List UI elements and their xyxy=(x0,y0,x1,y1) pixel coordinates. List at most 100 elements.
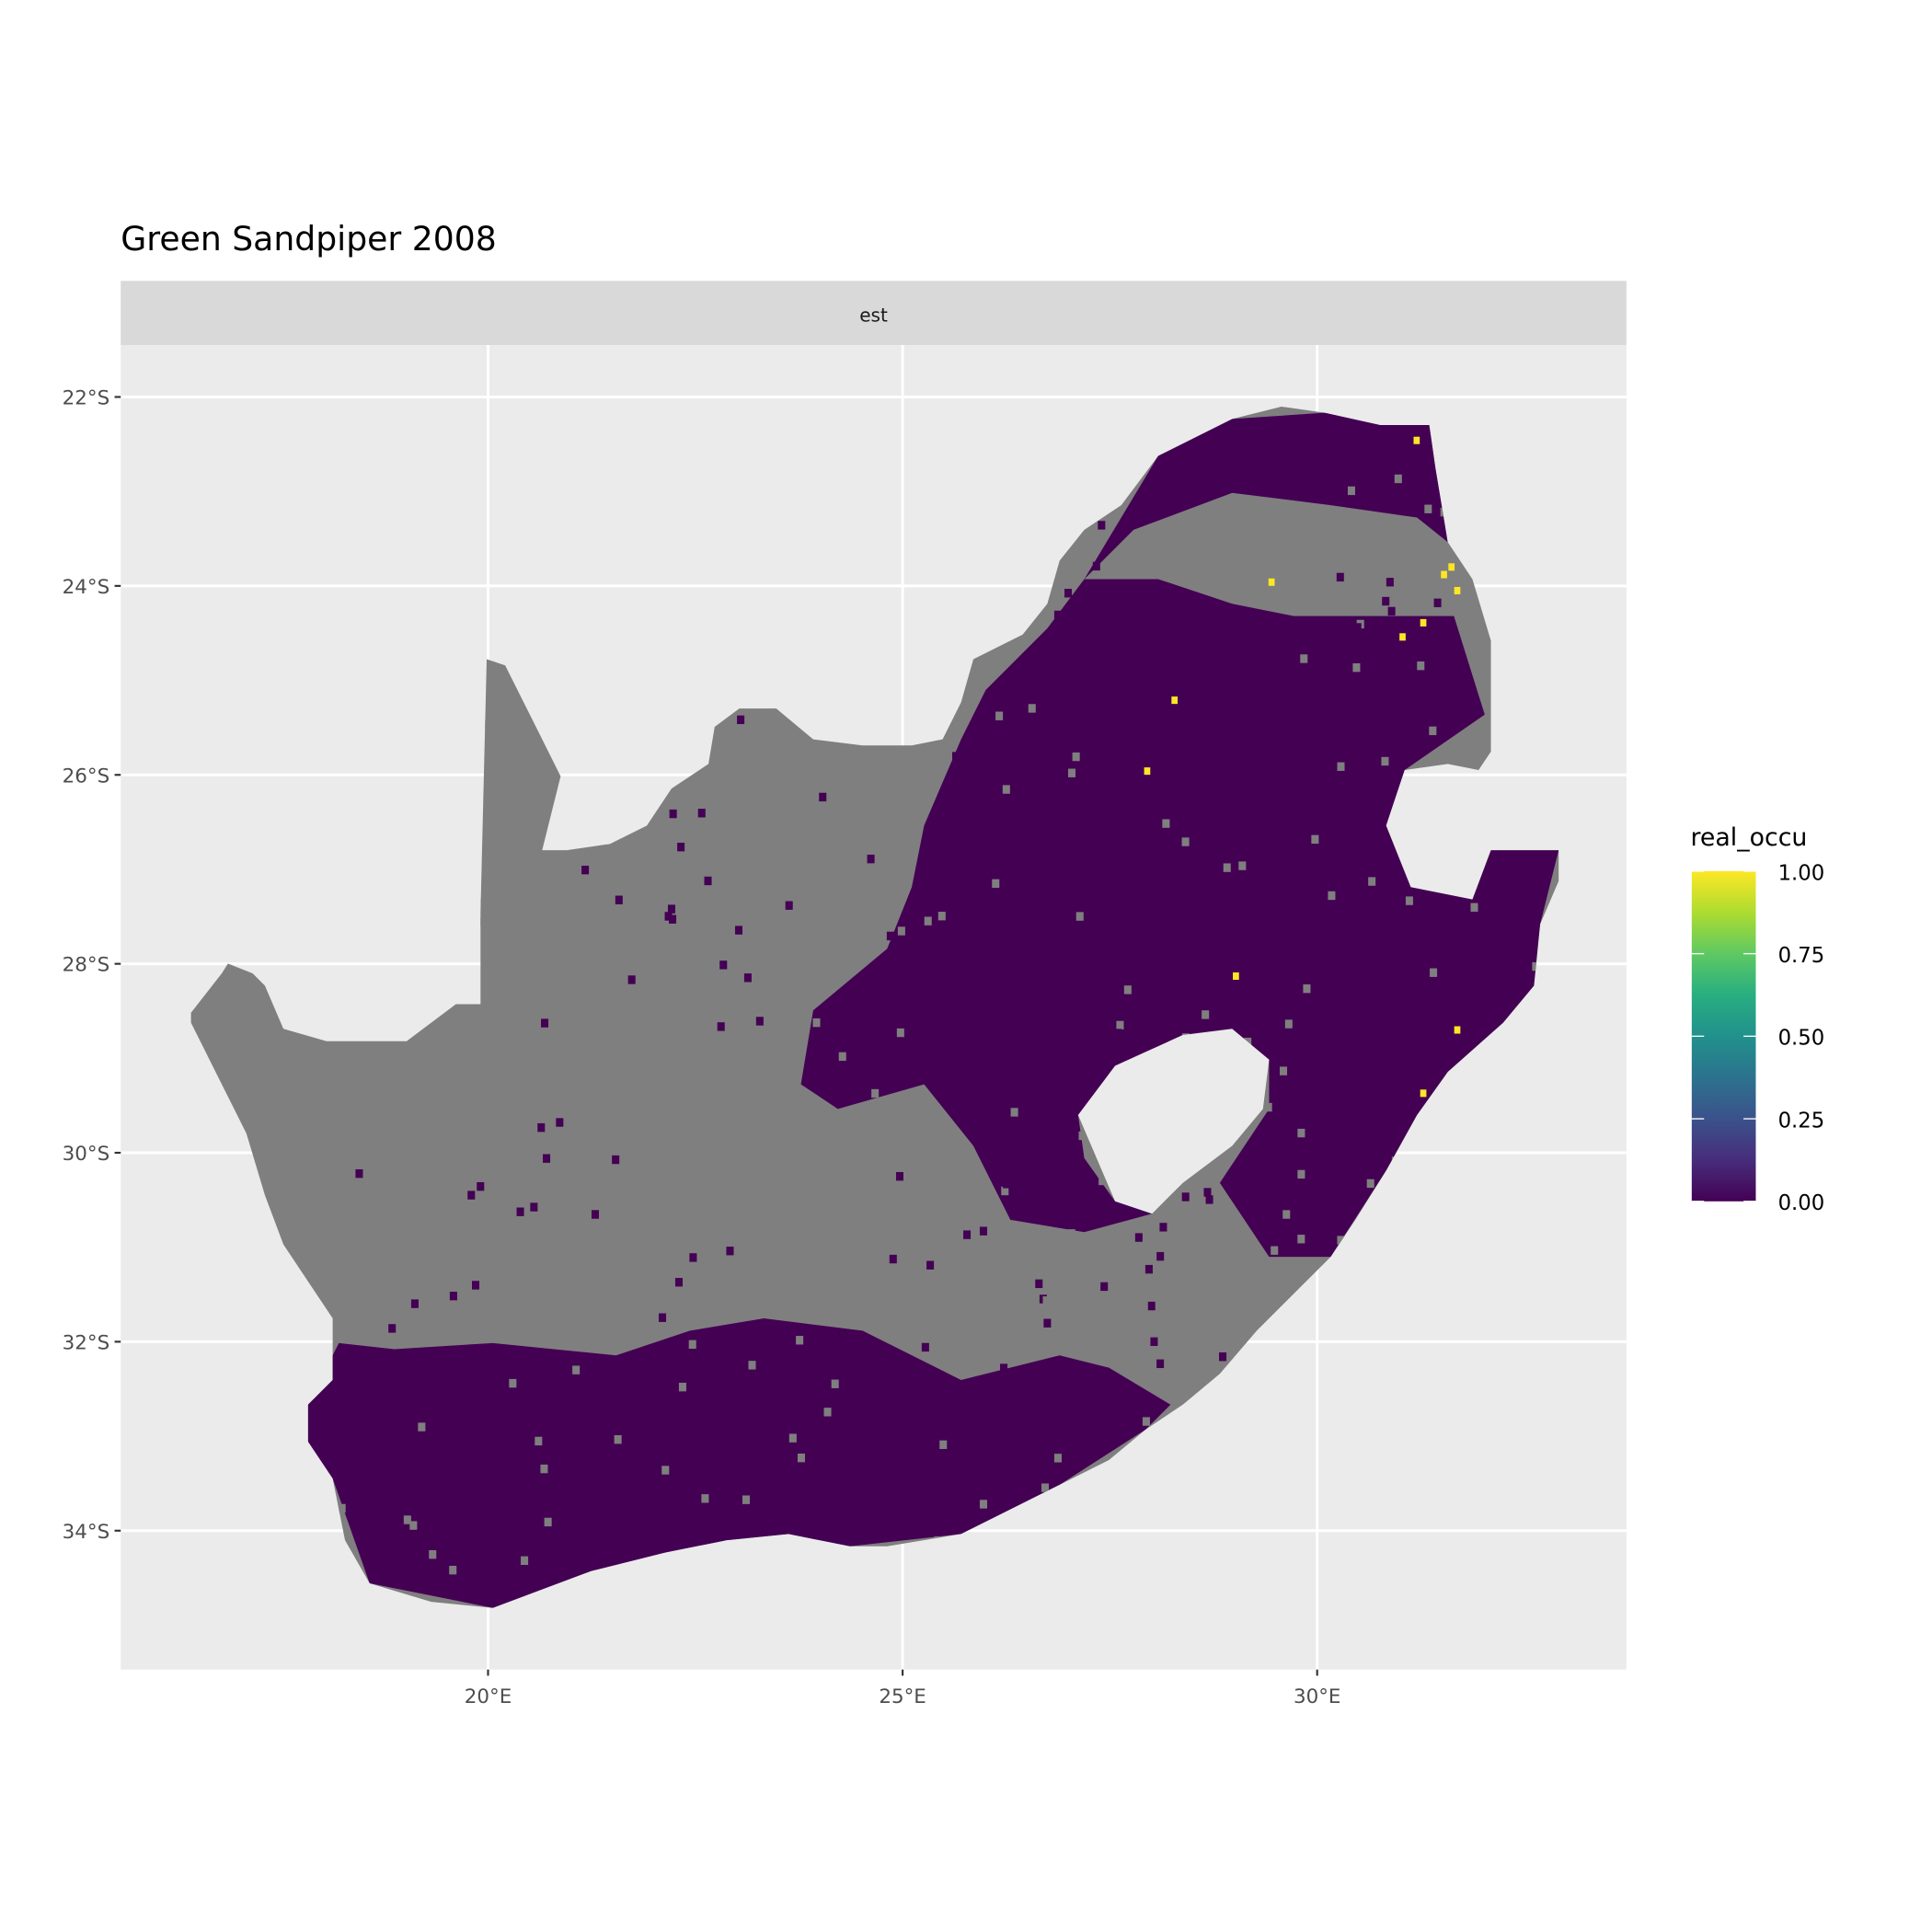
occupied-cell xyxy=(1420,618,1427,627)
grid-cell xyxy=(819,792,827,802)
grid-cell xyxy=(1219,1352,1227,1362)
grid-cell xyxy=(952,752,960,761)
grid-cell xyxy=(1264,1102,1272,1112)
occupied-cells xyxy=(1144,436,1461,1098)
grid-cell xyxy=(959,975,967,985)
grid-cell xyxy=(1291,585,1299,595)
grid-cell xyxy=(477,1127,486,1137)
grid-cell xyxy=(961,1516,970,1525)
grid-cell xyxy=(1092,561,1100,571)
grid-cell xyxy=(1353,623,1362,632)
grid-cell xyxy=(697,944,706,953)
grid-cell xyxy=(1223,863,1231,872)
grid-cell xyxy=(790,1007,799,1017)
grid-cell xyxy=(1162,819,1170,828)
grid-cell xyxy=(1311,834,1319,845)
grid-cell xyxy=(1107,1380,1115,1390)
grid-cell xyxy=(1402,628,1410,638)
grid-cell xyxy=(979,1500,988,1509)
grid-cell xyxy=(924,916,932,926)
grid-cell xyxy=(1307,553,1316,563)
legend-label: 0.25 xyxy=(1778,1109,1825,1133)
grid-cell xyxy=(669,809,677,819)
grid-cell xyxy=(963,1230,972,1239)
grid-cell xyxy=(663,1213,672,1222)
grid-cell xyxy=(717,1022,725,1031)
grid-cell xyxy=(512,1493,521,1502)
grid-cell xyxy=(797,1105,805,1115)
grid-cell xyxy=(1003,1179,1011,1189)
occupied-cell xyxy=(1454,586,1461,595)
grid-cell xyxy=(1337,762,1345,771)
grid-cell xyxy=(1280,1066,1288,1075)
grid-cell xyxy=(777,785,786,794)
y-tick-label: 28°S xyxy=(63,954,110,977)
grid-cell xyxy=(431,1318,439,1328)
grid-cell xyxy=(1035,1279,1043,1289)
grid-cell xyxy=(1304,723,1312,733)
grid-cell xyxy=(1429,726,1437,736)
grid-cell xyxy=(1382,596,1390,606)
grid-cell xyxy=(526,972,535,982)
grid-cell xyxy=(1363,1017,1371,1027)
grid-cell xyxy=(490,863,499,873)
grid-cell xyxy=(847,1443,857,1453)
grid-cell xyxy=(911,973,919,983)
legend-title: real_occu xyxy=(1691,823,1808,852)
grid-cell xyxy=(1062,1421,1071,1432)
grid-cell xyxy=(1250,1257,1259,1266)
y-tick-label: 34°S xyxy=(63,1521,110,1544)
grid-cell xyxy=(769,1224,777,1233)
grid-cell xyxy=(1075,912,1084,921)
grid-cell xyxy=(719,960,728,970)
grid-cell xyxy=(509,1378,517,1388)
grid-cell xyxy=(897,926,905,936)
grid-cell xyxy=(955,1178,963,1187)
grid-cell xyxy=(541,1018,549,1028)
grid-cell xyxy=(1078,1131,1087,1141)
grid-cell xyxy=(1181,1192,1190,1202)
legend-label: 0.50 xyxy=(1778,1027,1825,1051)
grid-cell xyxy=(482,1288,490,1297)
grid-cell xyxy=(1240,1225,1248,1236)
grid-cell xyxy=(1147,1301,1156,1311)
grid-cell xyxy=(1181,837,1190,846)
grid-cell xyxy=(1337,1236,1345,1245)
grid-cell xyxy=(1156,1251,1165,1261)
grid-cell xyxy=(1179,933,1188,942)
grid-cell xyxy=(521,1556,529,1566)
grid-cell xyxy=(446,1413,454,1423)
grid-cell xyxy=(499,685,507,695)
grid-cell xyxy=(748,1361,756,1370)
grid-cell xyxy=(688,1340,696,1350)
grid-cell xyxy=(1366,1179,1374,1189)
grid-cell xyxy=(645,1235,653,1244)
zero-occupancy-region xyxy=(1084,412,1448,580)
grid-cell xyxy=(1134,1233,1143,1242)
x-tick-label: 30°E xyxy=(1294,1685,1340,1708)
grid-cell xyxy=(931,1391,939,1401)
grid-cell xyxy=(1273,1263,1282,1273)
grid-cell xyxy=(632,1234,640,1243)
grid-cell xyxy=(845,1031,854,1041)
grid-cell xyxy=(1297,1128,1305,1138)
grid-cell xyxy=(581,865,590,875)
grid-cell xyxy=(648,1059,656,1068)
grid-cell xyxy=(1532,961,1540,972)
grid-cell xyxy=(737,715,745,725)
grid-cell xyxy=(563,1195,571,1204)
grid-cell xyxy=(1300,654,1308,663)
grid-cell xyxy=(615,895,623,904)
grid-cell xyxy=(977,898,986,908)
grid-cell xyxy=(926,1313,935,1323)
grid-cell xyxy=(743,973,752,983)
grid-cell xyxy=(992,879,1000,888)
legend-label: 0.00 xyxy=(1778,1191,1825,1215)
grid-cell xyxy=(696,1111,704,1121)
grid-cell xyxy=(523,901,532,910)
legend-label: 0.75 xyxy=(1778,944,1825,968)
grid-cell xyxy=(667,904,675,914)
grid-cell xyxy=(1010,1108,1018,1117)
grid-cell xyxy=(540,1464,548,1474)
